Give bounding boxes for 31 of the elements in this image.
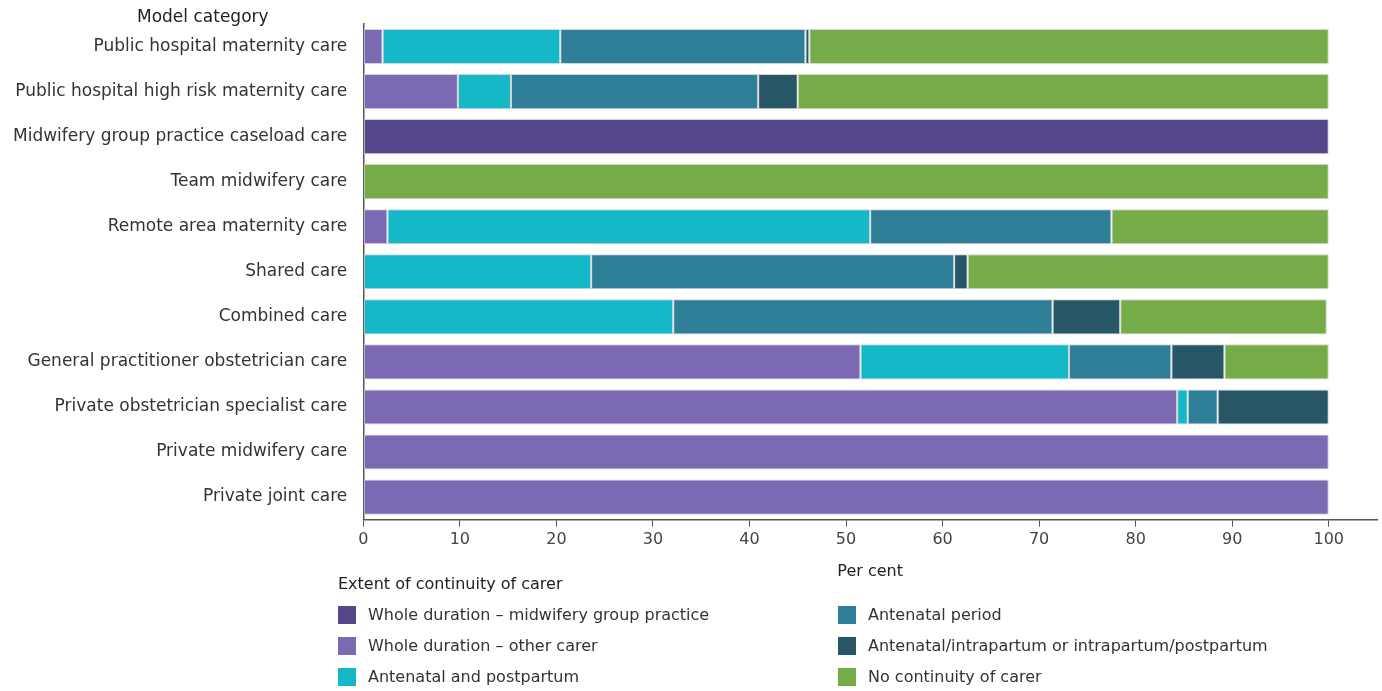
y-tick-label: Public hospital high risk maternity care (15, 80, 348, 100)
y-tick-label: Public hospital maternity care (93, 34, 348, 55)
y-tick-label: Private joint care (203, 485, 348, 506)
legend-label: Antenatal and postpartum (368, 667, 580, 686)
x-tick-label: 80 (1125, 529, 1146, 549)
x-tick-label: 20 (546, 529, 567, 549)
x-tick-label: 0 (358, 529, 369, 549)
legend-label: No continuity of carer (868, 667, 1042, 686)
y-axis-title: Model category (137, 6, 269, 26)
x-tick-label: 90 (1222, 529, 1243, 549)
y-tick-label: General practitioner obstetrician care (27, 350, 348, 371)
y-tick-label: Combined care (218, 305, 348, 326)
legend-label: Antenatal period (868, 605, 1002, 624)
y-tick-label: Remote area maternity care (107, 215, 348, 236)
x-tick-label: 50 (835, 529, 857, 549)
x-tick-label: 40 (739, 529, 760, 549)
x-tick-label: 100 (1313, 529, 1344, 549)
y-tick-label: Private obstetrician specialist care (54, 395, 348, 416)
y-tick-label: Midwifery group practice caseload care (13, 125, 348, 146)
x-tick-label: 70 (1028, 529, 1050, 549)
x-axis-title: Per cent (837, 560, 903, 580)
legend-title: Extent of continuity of carer (338, 574, 563, 593)
x-tick-label: 60 (932, 529, 953, 549)
legend-label: Whole duration – midwifery group practice (368, 605, 710, 624)
legend-label: Whole duration – other carer (368, 636, 598, 655)
x-tick-label: 30 (642, 529, 664, 549)
x-tick-label: 10 (449, 529, 471, 549)
y-tick-label: Private midwifery care (156, 440, 348, 461)
y-tick-label: Team midwifery care (169, 170, 348, 191)
y-tick-label: Shared care (245, 260, 348, 281)
legend-label: Antenatal/intrapartum or intrapartum/postpartum (868, 636, 1268, 655)
